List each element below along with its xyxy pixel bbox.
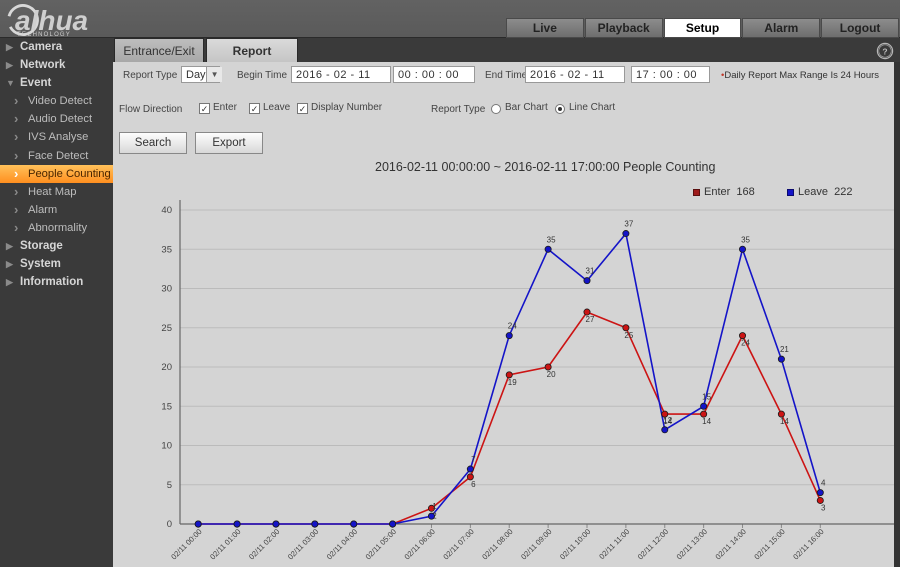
svg-text:31: 31	[586, 267, 595, 276]
svg-text:02/11 05:00: 02/11 05:00	[364, 527, 398, 561]
svg-text:40: 40	[161, 205, 172, 216]
svg-text:1: 1	[432, 502, 437, 511]
svg-text:14: 14	[702, 417, 711, 426]
svg-text:35: 35	[741, 235, 750, 244]
svg-text:4: 4	[821, 479, 826, 488]
svg-text:3: 3	[821, 503, 826, 512]
svg-text:35: 35	[161, 244, 172, 255]
svg-text:02/11 11:00: 02/11 11:00	[597, 527, 631, 561]
svg-text:02/11 01:00: 02/11 01:00	[208, 527, 242, 561]
svg-text:21: 21	[780, 345, 789, 354]
svg-text:25: 25	[161, 323, 172, 334]
svg-text:15: 15	[161, 401, 172, 412]
svg-text:02/11 07:00: 02/11 07:00	[441, 527, 475, 561]
svg-text:35: 35	[547, 235, 556, 244]
svg-text:7: 7	[471, 455, 476, 464]
svg-text:20: 20	[161, 362, 172, 373]
svg-text:25: 25	[624, 331, 633, 340]
svg-text:02/11 08:00: 02/11 08:00	[480, 527, 514, 561]
svg-text:27: 27	[586, 315, 595, 324]
svg-text:5: 5	[167, 480, 172, 491]
svg-text:37: 37	[624, 220, 633, 229]
svg-text:02/11 04:00: 02/11 04:00	[325, 527, 359, 561]
svg-text:6: 6	[471, 480, 476, 489]
svg-text:02/11 02:00: 02/11 02:00	[247, 527, 281, 561]
svg-text:12: 12	[663, 416, 672, 425]
svg-text:0: 0	[167, 519, 172, 530]
svg-text:?: ?	[882, 47, 887, 57]
svg-text:02/11 12:00: 02/11 12:00	[636, 527, 670, 561]
svg-text:19: 19	[508, 378, 517, 387]
svg-text:02/11 00:00: 02/11 00:00	[169, 527, 203, 561]
svg-text:30: 30	[161, 284, 172, 295]
svg-text:02/11 16:00: 02/11 16:00	[791, 527, 825, 561]
svg-text:14: 14	[780, 417, 789, 426]
svg-text:15: 15	[702, 392, 711, 401]
svg-text:02/11 15:00: 02/11 15:00	[752, 527, 786, 561]
svg-text:20: 20	[547, 370, 556, 379]
svg-text:02/11 03:00: 02/11 03:00	[286, 527, 320, 561]
svg-text:24: 24	[508, 322, 517, 331]
svg-text:02/11 13:00: 02/11 13:00	[675, 527, 709, 561]
svg-text:02/11 10:00: 02/11 10:00	[558, 527, 592, 561]
svg-text:24: 24	[741, 339, 750, 348]
svg-text:02/11 14:00: 02/11 14:00	[714, 527, 748, 561]
svg-text:10: 10	[161, 441, 172, 452]
svg-text:02/11 09:00: 02/11 09:00	[519, 527, 553, 561]
svg-text:02/11 06:00: 02/11 06:00	[403, 527, 437, 561]
